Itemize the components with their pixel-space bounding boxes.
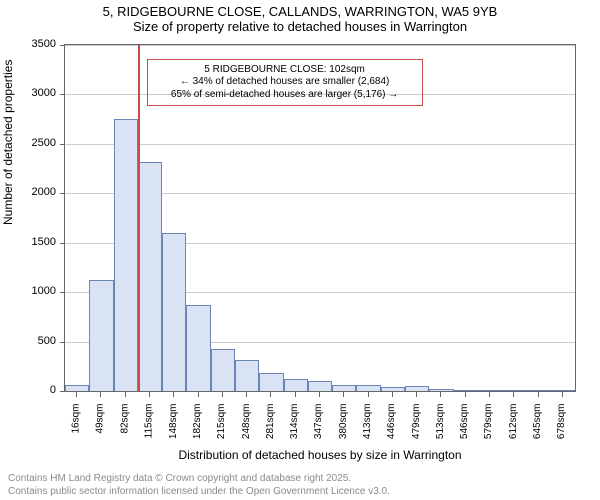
histogram-bar (526, 390, 550, 391)
histogram-bar (454, 390, 478, 391)
histogram-bar (551, 390, 575, 391)
x-tick-label: 612sqm (508, 404, 519, 440)
y-tick-label: 1500 (0, 236, 56, 248)
x-tick-label: 579sqm (484, 404, 495, 440)
annotation-line-3: 65% of semi-detached houses are larger (… (154, 89, 416, 102)
x-ticks: 16sqm 49sqm 82sqm 115sqm 148sqm 182sqm 215sqm 2… (64, 392, 576, 450)
x-tick-label: 413sqm (362, 404, 373, 440)
x-tick-label: 546sqm (459, 404, 470, 440)
x-tick-mark (538, 392, 539, 397)
histogram-bar (186, 305, 210, 391)
x-tick-mark (440, 392, 441, 397)
y-tick-label: 0 (0, 384, 56, 396)
footer-line-1: Contains HM Land Registry data © Crown c… (8, 473, 390, 486)
x-tick-mark (343, 392, 344, 397)
y-tick-mark (60, 45, 65, 46)
x-tick-label: 115sqm (144, 404, 155, 439)
x-tick-mark (392, 392, 393, 397)
x-tick-mark (513, 392, 514, 397)
x-tick-mark (319, 392, 320, 397)
x-tick-label: 678sqm (556, 404, 567, 440)
x-tick-label: 281sqm (265, 404, 276, 440)
x-tick-mark (465, 392, 466, 397)
x-tick-mark (76, 392, 77, 397)
y-tick-label: 2000 (0, 186, 56, 198)
y-tick-label: 1000 (0, 285, 56, 297)
y-tick-label: 2500 (0, 137, 56, 149)
x-tick-label: 380sqm (338, 404, 349, 440)
histogram-bar (381, 387, 405, 391)
histogram-bar (259, 373, 283, 391)
histogram-bar (65, 385, 89, 391)
footer-attribution: Contains HM Land Registry data © Crown c… (8, 473, 390, 498)
y-tick-label: 3500 (0, 38, 56, 50)
histogram-bar (211, 349, 235, 391)
x-tick-label: 49sqm (95, 404, 106, 434)
y-tick-label: 500 (0, 335, 56, 347)
property-marker-line (138, 45, 140, 391)
x-tick-mark (489, 392, 490, 397)
x-tick-mark (246, 392, 247, 397)
histogram-bar (162, 233, 186, 391)
x-tick-mark (100, 392, 101, 397)
footer-line-2: Contains public sector information licen… (8, 486, 390, 499)
x-tick-label: 215sqm (216, 404, 227, 440)
histogram-bar (405, 386, 429, 391)
annotation-line-2: ← 34% of detached houses are smaller (2,… (154, 76, 416, 89)
y-tick-mark (60, 193, 65, 194)
title-line-1: 5, RIDGEBOURNE CLOSE, CALLANDS, WARRINGT… (0, 4, 600, 19)
x-tick-mark (222, 392, 223, 397)
histogram-bar (478, 390, 502, 391)
x-tick-label: 82sqm (119, 404, 130, 434)
histogram-bar (138, 162, 162, 391)
x-tick-mark (173, 392, 174, 397)
y-ticks: 0500100015002000250030003500 (0, 44, 60, 392)
histogram-bar (429, 389, 453, 391)
y-tick-mark (60, 292, 65, 293)
x-tick-label: 182sqm (192, 404, 203, 440)
x-tick-label: 513sqm (435, 404, 446, 440)
histogram-bar (502, 390, 526, 391)
histogram-bar (308, 381, 332, 391)
title-line-2: Size of property relative to detached ho… (0, 19, 600, 34)
histogram-bar (356, 385, 380, 391)
x-tick-mark (198, 392, 199, 397)
plot-area: 5 RIDGEBOURNE CLOSE: 102sqm ← 34% of det… (64, 44, 576, 392)
annotation-line-1: 5 RIDGEBOURNE CLOSE: 102sqm (154, 64, 416, 77)
y-tick-mark (60, 243, 65, 244)
x-tick-label: 645sqm (532, 404, 543, 440)
x-tick-mark (416, 392, 417, 397)
y-tick-mark (60, 144, 65, 145)
x-tick-label: 446sqm (386, 404, 397, 440)
x-tick-mark (368, 392, 369, 397)
x-tick-mark (270, 392, 271, 397)
x-tick-label: 347sqm (314, 404, 325, 440)
x-tick-label: 16sqm (71, 404, 82, 434)
chart-container: 5, RIDGEBOURNE CLOSE, CALLANDS, WARRINGT… (0, 0, 600, 500)
histogram-bar (235, 360, 259, 391)
x-axis-label: Distribution of detached houses by size … (64, 448, 576, 462)
histogram-bar (284, 379, 308, 391)
title-area: 5, RIDGEBOURNE CLOSE, CALLANDS, WARRINGT… (0, 0, 600, 34)
x-tick-mark (562, 392, 563, 397)
x-tick-mark (125, 392, 126, 397)
y-tick-mark (60, 94, 65, 95)
x-tick-label: 479sqm (411, 404, 422, 440)
x-tick-mark (149, 392, 150, 397)
y-tick-label: 3000 (0, 87, 56, 99)
y-tick-mark (60, 342, 65, 343)
x-tick-mark (295, 392, 296, 397)
histogram-bar (114, 119, 138, 391)
annotation-box: 5 RIDGEBOURNE CLOSE: 102sqm ← 34% of det… (147, 59, 423, 107)
histogram-bar (332, 385, 356, 391)
x-tick-label: 248sqm (241, 404, 252, 440)
x-tick-label: 148sqm (168, 404, 179, 440)
x-tick-label: 314sqm (289, 404, 300, 440)
histogram-bar (89, 280, 113, 391)
